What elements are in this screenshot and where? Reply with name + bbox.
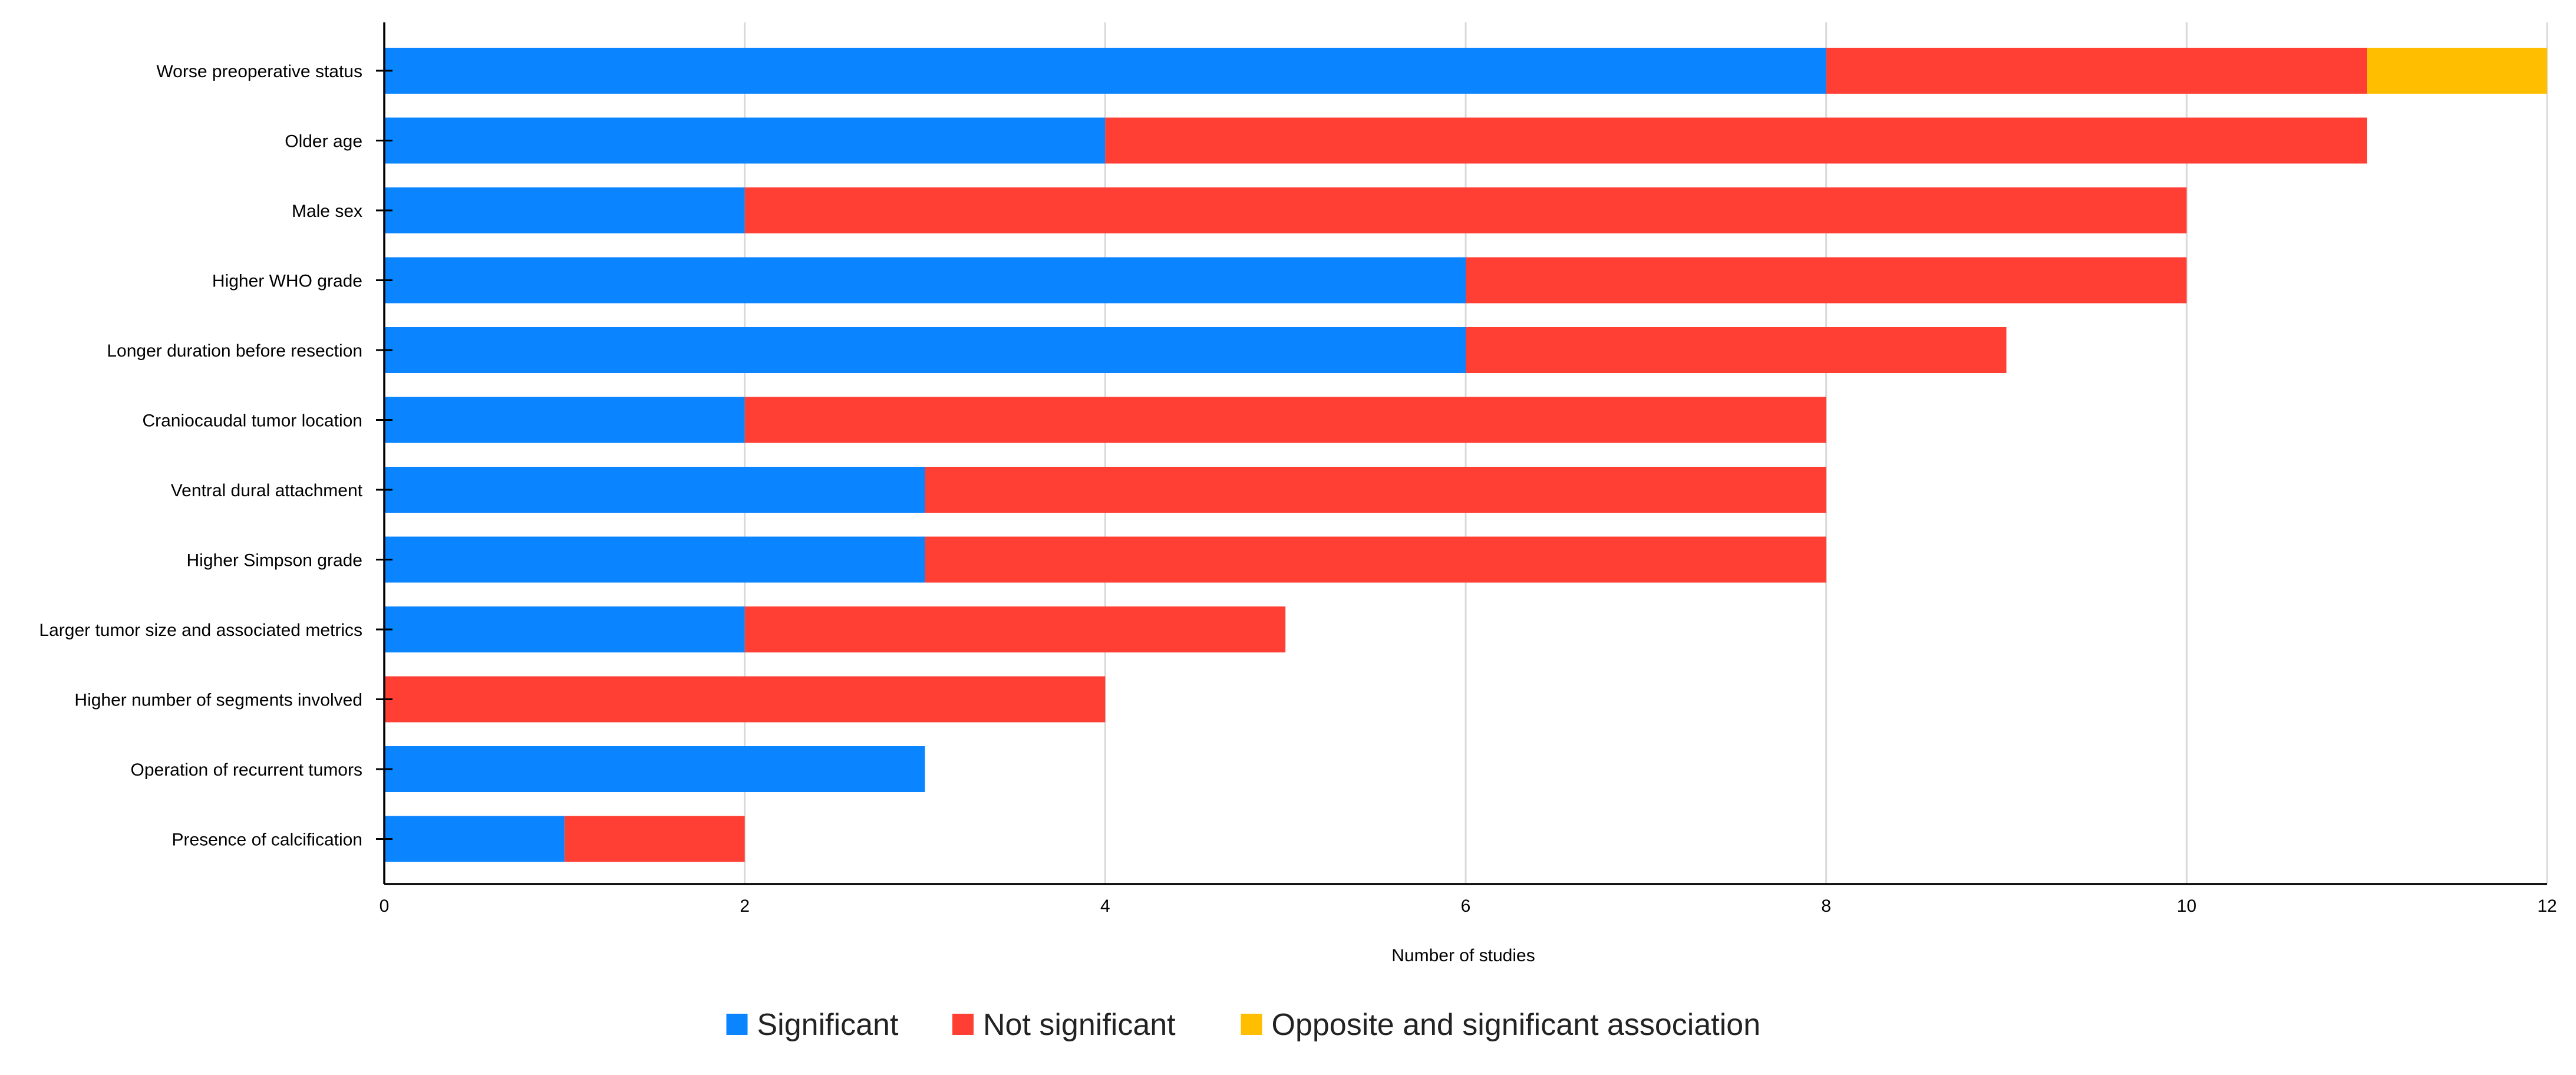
bar-significant-10 xyxy=(384,746,925,792)
x-tick-label-5: 10 xyxy=(2177,896,2196,916)
category-label-5: Craniocaudal tumor location xyxy=(142,411,362,431)
x-tick-labels: 0 2 4 6 8 10 12 xyxy=(380,896,2557,916)
bar-significant-4 xyxy=(384,327,1466,373)
gridlines xyxy=(744,22,2548,884)
bar-significant-2 xyxy=(384,187,745,233)
x-tick-label-0: 0 xyxy=(380,896,390,916)
bar-significant-5 xyxy=(384,397,745,443)
bar-not-significant-6 xyxy=(925,467,1826,513)
category-label-2: Male sex xyxy=(292,202,362,221)
category-label-9: Higher number of segments involved xyxy=(74,691,362,710)
bar-not-significant-1 xyxy=(1105,117,2367,164)
category-label-6: Ventral dural attachment xyxy=(171,481,363,500)
category-label-11: Presence of calcification xyxy=(172,830,363,850)
bar-significant-7 xyxy=(384,536,925,583)
category-label-1: Older age xyxy=(285,132,362,151)
category-label-0: Worse preoperative status xyxy=(156,62,362,81)
bar-not-significant-4 xyxy=(1466,327,2007,373)
bar-not-significant-5 xyxy=(744,397,1826,443)
legend-label-0: Significant xyxy=(757,1008,899,1042)
category-label-10: Operation of recurrent tumors xyxy=(130,760,362,780)
bar-not-significant-0 xyxy=(1826,48,2367,94)
category-label-7: Higher Simpson grade xyxy=(187,551,363,571)
x-tick-label-2: 4 xyxy=(1100,896,1110,916)
category-label-8: Larger tumor size and associated metrics xyxy=(39,621,362,640)
axes xyxy=(376,22,2547,885)
legend-item-2: Opposite and significant association xyxy=(1241,1008,1761,1042)
legend-item-1: Not significant xyxy=(952,1008,1176,1042)
bar-significant-3 xyxy=(384,257,1466,304)
bar-not-significant-9 xyxy=(384,676,1106,723)
bar-significant-11 xyxy=(384,816,565,862)
x-tick-label-3: 6 xyxy=(1461,896,1471,916)
bar-significant-1 xyxy=(384,117,1106,164)
bar-not-significant-11 xyxy=(564,816,745,862)
bar-not-significant-8 xyxy=(744,606,1286,652)
category-label-4: Longer duration before resection xyxy=(107,341,362,361)
legend-label-1: Not significant xyxy=(983,1008,1176,1042)
bar-not-significant-2 xyxy=(744,187,2187,233)
bar-opposite-0 xyxy=(2367,48,2547,94)
legend: Significant Not significant Opposite and s… xyxy=(726,1008,1761,1042)
bar-significant-0 xyxy=(384,48,1826,94)
bar-not-significant-7 xyxy=(925,536,1826,583)
legend-label-2: Opposite and significant association xyxy=(1272,1008,1761,1042)
category-label-3: Higher WHO grade xyxy=(212,272,362,291)
x-axis-title: Number of studies xyxy=(1391,946,1535,965)
legend-swatch-1 xyxy=(952,1014,974,1035)
x-tick-label-6: 12 xyxy=(2537,896,2557,916)
category-labels: Worse preoperative status Older age Male s… xyxy=(39,62,362,850)
bars xyxy=(384,48,2547,862)
bar-significant-8 xyxy=(384,606,745,652)
bar-not-significant-3 xyxy=(1466,257,2187,304)
x-tick-label-4: 8 xyxy=(1821,896,1831,916)
x-tick-label-1: 2 xyxy=(740,896,750,916)
legend-swatch-2 xyxy=(1241,1014,1262,1035)
legend-item-0: Significant xyxy=(726,1008,899,1042)
bar-significant-6 xyxy=(384,467,925,513)
legend-swatch-0 xyxy=(726,1014,748,1035)
